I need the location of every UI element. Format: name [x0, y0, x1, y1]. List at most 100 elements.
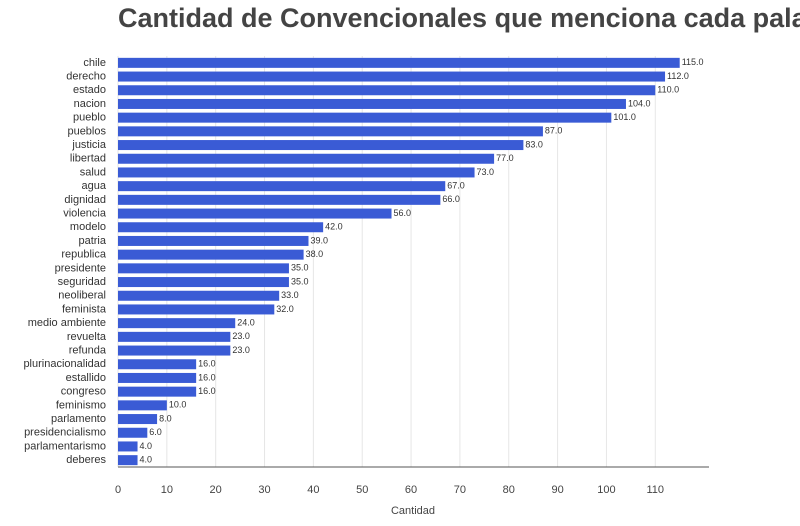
value-label: 56.0 [394, 208, 412, 218]
y-tick-label: chile [83, 57, 106, 69]
x-tick-label: 10 [161, 484, 173, 496]
bar [118, 304, 275, 315]
value-label: 101.0 [613, 112, 636, 122]
y-tick-label: justicia [71, 139, 107, 151]
value-label: 16.0 [198, 359, 216, 369]
bar [118, 140, 524, 151]
bar [118, 359, 197, 370]
value-label: 87.0 [545, 126, 563, 136]
bar [118, 455, 138, 466]
bar [118, 98, 626, 109]
y-tick-label: refunda [69, 344, 107, 356]
bar [118, 441, 138, 452]
value-label: 110.0 [657, 85, 679, 95]
value-label: 115.0 [682, 57, 704, 67]
value-label: 38.0 [306, 249, 324, 259]
bar [118, 249, 304, 260]
value-label: 42.0 [325, 222, 343, 232]
value-label: 77.0 [496, 153, 514, 163]
y-tick-label: feminismo [56, 399, 106, 411]
y-tick-label: deberes [66, 454, 106, 466]
bar [118, 277, 289, 288]
bar [118, 414, 158, 425]
y-tick-label: presidente [55, 262, 106, 274]
y-tick-label: modelo [70, 221, 106, 233]
y-tick-label: medio ambiente [28, 317, 106, 329]
x-tick-label: 30 [258, 484, 270, 496]
y-tick-label: salud [80, 166, 106, 178]
y-tick-label: parlamento [51, 413, 106, 425]
value-label: 16.0 [198, 372, 216, 382]
y-tick-label: plurinacionalidad [23, 358, 106, 370]
x-tick-label: 60 [405, 484, 417, 496]
value-label: 8.0 [159, 413, 172, 423]
x-tick-label: 80 [503, 484, 515, 496]
x-tick-label: 110 [646, 484, 664, 496]
value-label: 32.0 [276, 304, 294, 314]
value-label: 33.0 [281, 290, 299, 300]
chart-title: Cantidad de Convencionales que menciona … [118, 3, 800, 33]
value-label: 104.0 [628, 98, 651, 108]
y-tick-label: estallido [66, 372, 106, 384]
x-tick-label: 100 [597, 484, 615, 496]
y-tick-label: dignidad [64, 194, 106, 206]
bar [118, 222, 324, 233]
bar [118, 71, 666, 82]
y-tick-label: estado [73, 84, 106, 96]
y-tick-label: seguridad [58, 276, 106, 288]
value-label: 66.0 [442, 194, 460, 204]
value-label: 23.0 [232, 331, 250, 341]
y-tick-label: feminista [62, 303, 107, 315]
x-tick-label: 0 [115, 484, 121, 496]
bar [118, 112, 612, 123]
value-label: 4.0 [140, 441, 153, 451]
bar [118, 427, 148, 438]
y-tick-label: republica [61, 249, 107, 261]
bar [118, 153, 495, 164]
bar [118, 167, 475, 178]
bar [118, 85, 656, 96]
value-label: 16.0 [198, 386, 216, 396]
y-tick-label: libertad [70, 153, 106, 165]
bar [118, 386, 197, 397]
bar [118, 208, 392, 219]
x-axis-label: Cantidad [391, 505, 435, 517]
value-label: 39.0 [310, 235, 328, 245]
y-tick-label: agua [82, 180, 107, 192]
y-tick-label: pueblos [67, 125, 106, 137]
bar [118, 331, 231, 342]
bar [118, 400, 167, 411]
value-label: 23.0 [232, 345, 250, 355]
bar [118, 181, 446, 192]
value-label: 35.0 [291, 276, 309, 286]
bar [118, 318, 236, 329]
bar [118, 372, 197, 383]
y-tick-label: patria [78, 235, 106, 247]
y-tick-label: derecho [66, 70, 106, 82]
value-label: 83.0 [525, 139, 543, 149]
bar [118, 126, 543, 137]
value-label: 4.0 [140, 455, 153, 465]
bar [118, 263, 289, 274]
value-label: 112.0 [667, 71, 689, 81]
x-tick-label: 90 [551, 484, 563, 496]
x-tick-label: 70 [454, 484, 466, 496]
y-tick-label: pueblo [73, 112, 106, 124]
x-tick-label: 50 [356, 484, 368, 496]
y-tick-label: presidencialismo [24, 427, 106, 439]
value-label: 24.0 [237, 318, 255, 328]
y-tick-label: parlamentarismo [24, 440, 106, 452]
y-tick-label: violencia [63, 207, 107, 219]
x-tick-label: 40 [307, 484, 319, 496]
bar [118, 57, 680, 68]
bar [118, 235, 309, 246]
y-tick-label: revuelta [67, 331, 107, 343]
bar [118, 345, 231, 356]
value-label: 73.0 [477, 167, 495, 177]
value-label: 35.0 [291, 263, 309, 273]
y-tick-label: nacion [74, 98, 106, 110]
x-tick-label: 20 [210, 484, 222, 496]
bar [118, 194, 441, 205]
value-label: 67.0 [447, 181, 465, 191]
